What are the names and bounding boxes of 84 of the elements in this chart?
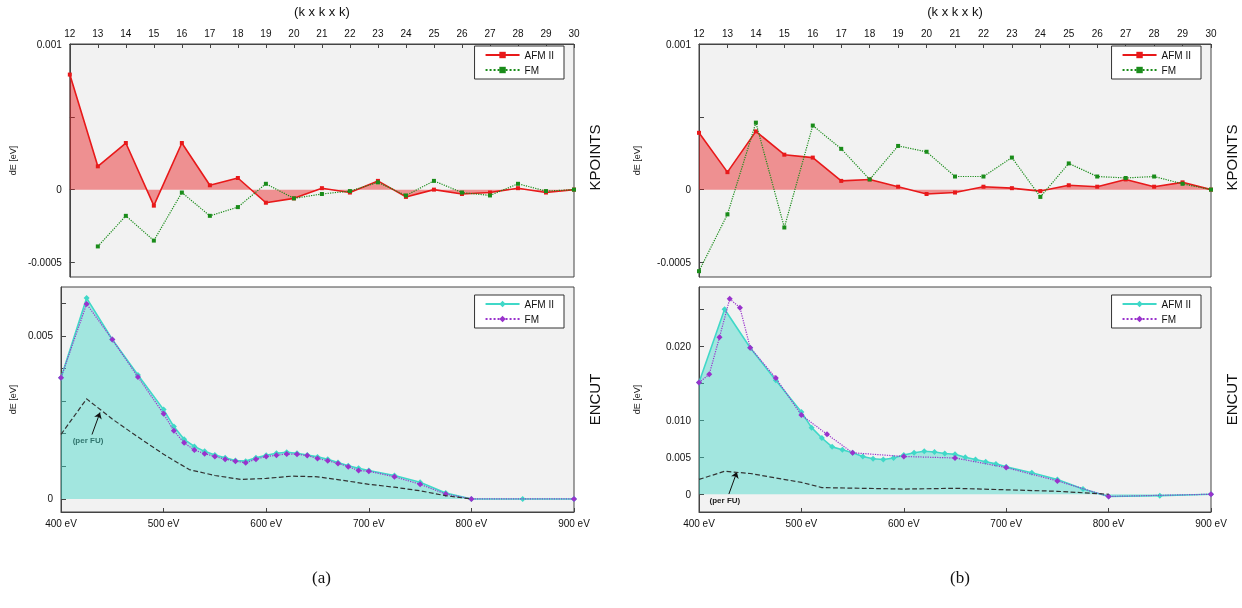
x-tick-label: 400 eV — [683, 517, 716, 529]
x-tick-label: 28 — [512, 27, 524, 39]
x-tick-label: 14 — [750, 27, 762, 39]
x-tick-label: 18 — [232, 27, 244, 39]
x-tick-label: 12 — [64, 27, 76, 39]
x-tick-label: 19 — [260, 27, 272, 39]
x-tick-label: 18 — [864, 27, 876, 39]
y-tick-label: 0 — [47, 493, 54, 505]
x-tick-label: 17 — [204, 27, 216, 39]
legend-label: FM — [524, 64, 540, 76]
y-tick-label: 0.001 — [665, 38, 692, 50]
x-tick-label: 500 eV — [147, 517, 180, 529]
y-tick-label: 0.001 — [36, 38, 63, 50]
x-tick-label: 24 — [1034, 27, 1047, 39]
y-tick-label: -0.0005 — [27, 256, 63, 268]
x-tick-label: 23 — [372, 27, 384, 39]
x-tick-label: 21 — [949, 27, 961, 39]
x-tick-label: 30 — [1205, 27, 1217, 39]
annotation: (per FU) — [72, 436, 104, 446]
x-tick-label: 13 — [721, 27, 734, 39]
x-tick-label: 900 eV — [1195, 517, 1228, 529]
x-tick-label: 800 eV — [1092, 517, 1125, 529]
x-tick-label: 20 — [288, 27, 300, 39]
text: (a) — [312, 568, 331, 587]
x-tick-label: 900 eV — [558, 517, 591, 529]
text: ENCUT — [585, 373, 603, 426]
x-tick-label: 700 eV — [352, 517, 385, 529]
y-axis-title: dE [eV] — [7, 384, 18, 415]
x-tick-label: 12 — [693, 27, 705, 39]
x-tick-label: 23 — [1006, 27, 1018, 39]
legend-label: FM — [524, 313, 540, 325]
legend-label: AFM II — [524, 298, 555, 310]
y-axis-title: dE [eV] — [7, 145, 18, 176]
x-tick-label: 15 — [148, 27, 160, 39]
x-tick-label: 27 — [484, 27, 496, 39]
x-axis-title: (k x k x k) — [927, 4, 983, 19]
text: KPOINTS — [1222, 124, 1240, 191]
x-tick-label: 17 — [835, 27, 848, 39]
x-tick-label: 13 — [92, 27, 104, 39]
y-tick-label: -0.0005 — [657, 256, 692, 268]
x-tick-label: 16 — [807, 27, 819, 39]
y-tick-label: 0 — [685, 184, 692, 196]
x-tick-label: 600 eV — [250, 517, 283, 529]
x-tick-label: 29 — [1176, 27, 1189, 39]
y-tick-label: 0 — [685, 488, 692, 500]
x-tick-label: 26 — [1091, 27, 1104, 39]
x-tick-label: 22 — [977, 27, 990, 39]
x-tick-label: 25 — [1063, 27, 1075, 39]
legend-label: AFM II — [1161, 298, 1192, 310]
x-tick-label: 400 eV — [45, 517, 78, 529]
x-tick-label: 800 eV — [455, 517, 488, 529]
y-tick-label: 0.020 — [665, 340, 692, 352]
x-axis-title: (k x k x k) — [294, 4, 350, 19]
x-tick-label: 25 — [428, 27, 440, 39]
x-tick-label: 28 — [1148, 27, 1161, 39]
text: (b) — [950, 568, 970, 587]
x-tick-label: 24 — [400, 27, 412, 39]
x-tick-label: 22 — [344, 27, 356, 39]
x-tick-label: 700 eV — [990, 517, 1023, 529]
text: KPOINTS — [585, 124, 603, 191]
x-tick-label: 600 eV — [887, 517, 920, 529]
legend-label: AFM II — [1161, 49, 1192, 61]
legend-label: FM — [1161, 64, 1177, 76]
y-axis-title: dE [eV] — [631, 145, 642, 176]
annotation: (per FU) — [709, 495, 741, 505]
x-tick-label: 29 — [540, 27, 552, 39]
x-tick-label: 16 — [176, 27, 188, 39]
x-tick-label: 14 — [120, 27, 132, 39]
legend-label: FM — [1161, 313, 1177, 325]
y-tick-label: 0 — [56, 184, 63, 196]
y-tick-label: 0.005 — [665, 451, 692, 463]
x-tick-label: 30 — [568, 27, 580, 39]
text: ENCUT — [1222, 373, 1240, 426]
x-tick-label: 21 — [316, 27, 328, 39]
y-axis-title: dE [eV] — [631, 384, 642, 415]
x-tick-label: 15 — [778, 27, 791, 39]
x-tick-label: 27 — [1120, 27, 1132, 39]
x-tick-label: 500 eV — [785, 517, 818, 529]
x-tick-label: 26 — [456, 27, 468, 39]
x-tick-label: 19 — [892, 27, 905, 39]
x-tick-label: 20 — [920, 27, 933, 39]
y-tick-label: 0.010 — [665, 414, 692, 426]
y-tick-label: 0.005 — [27, 330, 54, 342]
legend-label: AFM II — [524, 49, 555, 61]
